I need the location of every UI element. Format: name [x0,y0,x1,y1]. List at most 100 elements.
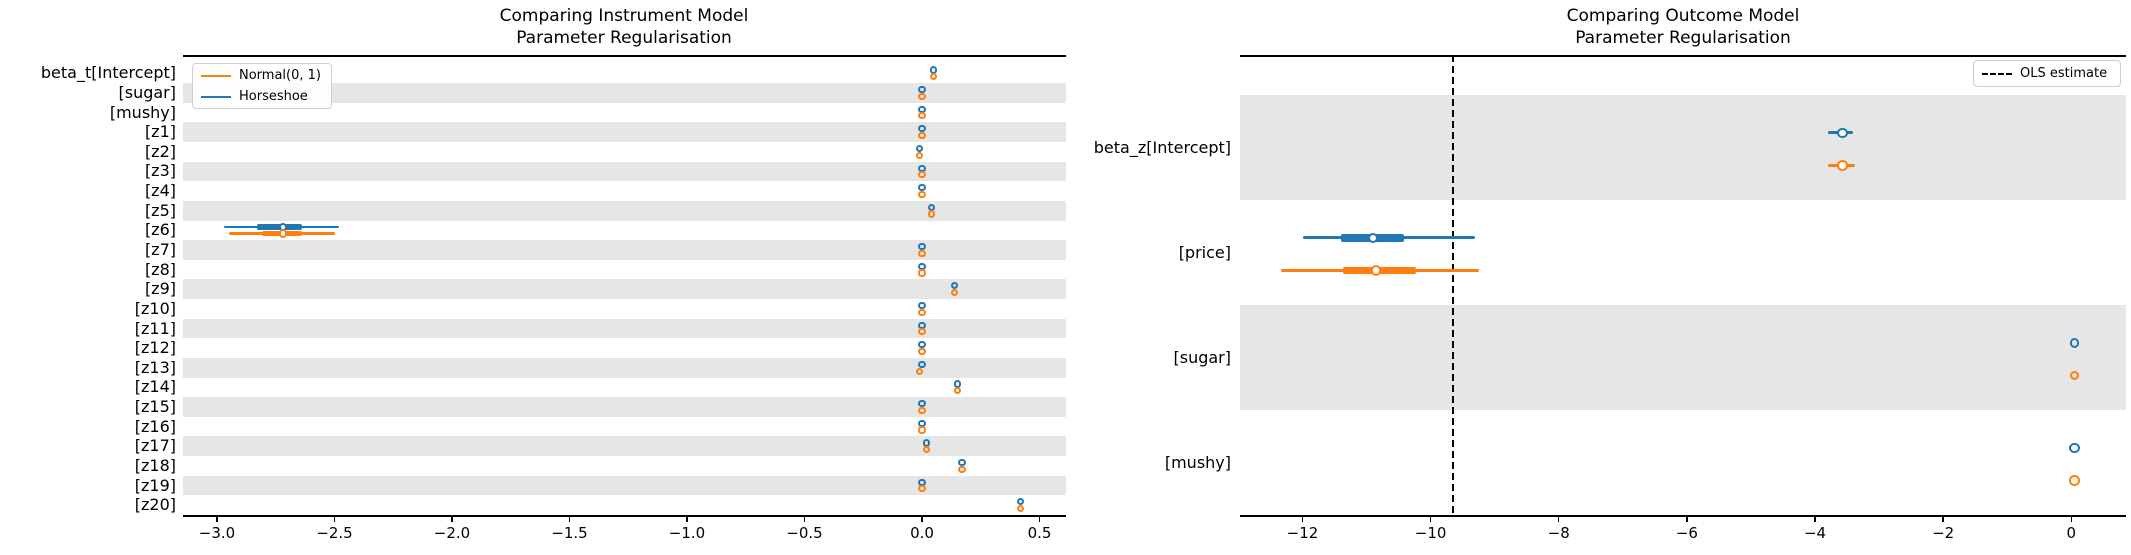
x-tick [1429,516,1432,522]
legend-line-sample [1982,72,2012,75]
row-band [183,279,1066,300]
y-tick-label: [z16] [134,416,176,436]
row-band [183,240,1066,260]
y-tick-label: [mushy] [109,102,176,122]
mean-marker-horseshoe [1837,127,1848,139]
x-tick [568,516,571,522]
mean-marker-horseshoe [918,301,926,310]
mean-marker-horseshoe [918,164,926,172]
x-tick [1038,516,1041,522]
y-tick-label: [z5] [144,200,176,220]
instrument-title-line1: Comparing Instrument Model [499,6,749,26]
mean-marker-horseshoe [930,66,938,74]
x-tick-label: −2 [1932,524,1955,542]
y-tick-label: [z2] [144,141,176,161]
y-tick-label: [sugar] [1173,347,1232,367]
mean-marker-horseshoe [918,419,926,427]
mean-marker-normal [918,269,926,277]
instrument-panel-title: Comparing Instrument Model Parameter Reg… [274,5,974,49]
legend-line-sample [201,74,231,77]
mean-marker-normal [1370,265,1382,276]
y-tick-label: [z3] [144,161,176,181]
y-tick-label: [z10] [134,298,176,318]
x-tick [1686,516,1688,522]
legend-label: Horseshoe [239,89,308,104]
y-tick-label: [z12] [134,338,176,358]
row-band [183,200,1066,221]
x-tick [1942,516,1944,522]
mean-marker-normal [918,171,926,179]
mean-marker-horseshoe [953,380,961,388]
mean-marker-horseshoe [916,144,924,153]
mean-marker-horseshoe [918,400,926,408]
row-band [183,318,1066,339]
x-tick [451,516,453,522]
mean-marker-horseshoe [918,321,926,329]
row-band [183,397,1066,417]
ols-estimate-line [1451,55,1455,515]
mean-marker-normal [1837,160,1848,171]
x-tick [216,516,218,522]
x-tick-label: −4 [1803,524,1827,542]
mean-marker-horseshoe [927,203,935,211]
x-tick-label: 0.5 [1027,524,1052,542]
y-tick-label: beta_t[Intercept] [40,63,176,83]
mean-marker-normal [2069,475,2080,486]
mean-marker-normal [918,308,926,316]
mean-marker-normal [916,151,924,159]
mean-marker-horseshoe [958,458,966,467]
mean-marker-normal [953,387,961,395]
mean-marker-normal [918,485,926,493]
y-tick-label: [z20] [134,495,176,515]
x-tick [333,516,336,522]
y-tick-label: [sugar] [118,82,177,102]
row-band [183,357,1066,378]
mean-marker-normal [923,446,931,454]
mean-marker-normal [2069,370,2080,381]
y-tick-label: [mushy] [1164,452,1231,472]
mean-marker-horseshoe [1367,232,1379,244]
mean-marker-horseshoe [923,439,931,447]
mean-marker-normal [916,367,924,375]
mean-marker-horseshoe [918,184,926,192]
y-tick-label: [z8] [144,259,176,279]
mean-marker-normal [958,465,966,473]
legend-item: Horseshoe [201,89,321,104]
x-tick-label: 0 [2066,524,2077,542]
mean-marker-normal [918,347,926,356]
mean-marker-normal [930,73,938,81]
y-tick-label: [z7] [144,239,176,259]
x-tick-label: −6 [1675,524,1698,542]
x-tick-label: −2.0 [433,524,471,542]
y-tick-label: [price] [1178,242,1231,262]
x-tick-label: −0.5 [786,524,823,542]
legend-line-sample [201,95,231,98]
mean-marker-horseshoe [918,125,926,133]
mean-marker-horseshoe [918,105,926,113]
legend-label: Normal(0, 1) [239,68,321,83]
mean-marker-normal [918,92,926,100]
mean-marker-horseshoe [918,262,926,270]
y-tick-label: [z13] [134,357,176,377]
mean-marker-horseshoe [918,341,926,349]
mean-marker-normal [278,229,288,238]
x-tick [1301,516,1304,522]
mean-marker-horseshoe [918,243,926,251]
row-band [183,161,1066,182]
row-band [183,122,1066,142]
x-tick [803,516,806,522]
x-tick-label: −8 [1547,524,1570,542]
x-tick-label: 0.0 [910,524,934,542]
legend: OLS estimate [1973,60,2121,87]
y-tick-label: [z1] [144,122,176,142]
mean-marker-normal [918,328,926,336]
mean-marker-normal [918,112,926,120]
y-tick-label: [z4] [144,181,176,201]
y-tick-label: [z19] [134,475,176,495]
y-tick-label: [z6] [144,220,176,240]
row-band [183,436,1066,457]
row-band [1240,95,2126,200]
mean-marker-horseshoe [2069,338,2080,348]
legend-item: OLS estimate [1982,66,2110,81]
row-band [183,475,1066,496]
